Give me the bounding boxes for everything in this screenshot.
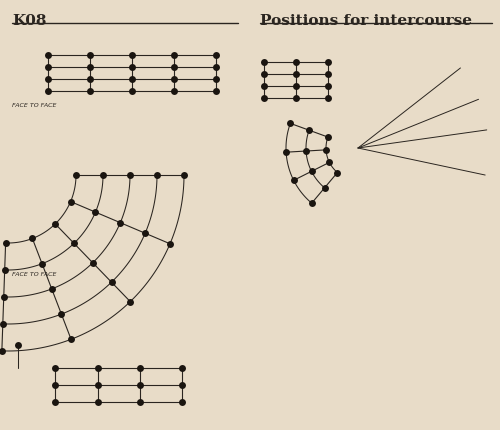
Text: FACE TO FACE: FACE TO FACE <box>12 103 56 108</box>
Text: Positions for intercourse: Positions for intercourse <box>260 14 472 28</box>
Text: FACE TO FACE: FACE TO FACE <box>12 272 56 277</box>
Text: K08: K08 <box>12 14 46 28</box>
